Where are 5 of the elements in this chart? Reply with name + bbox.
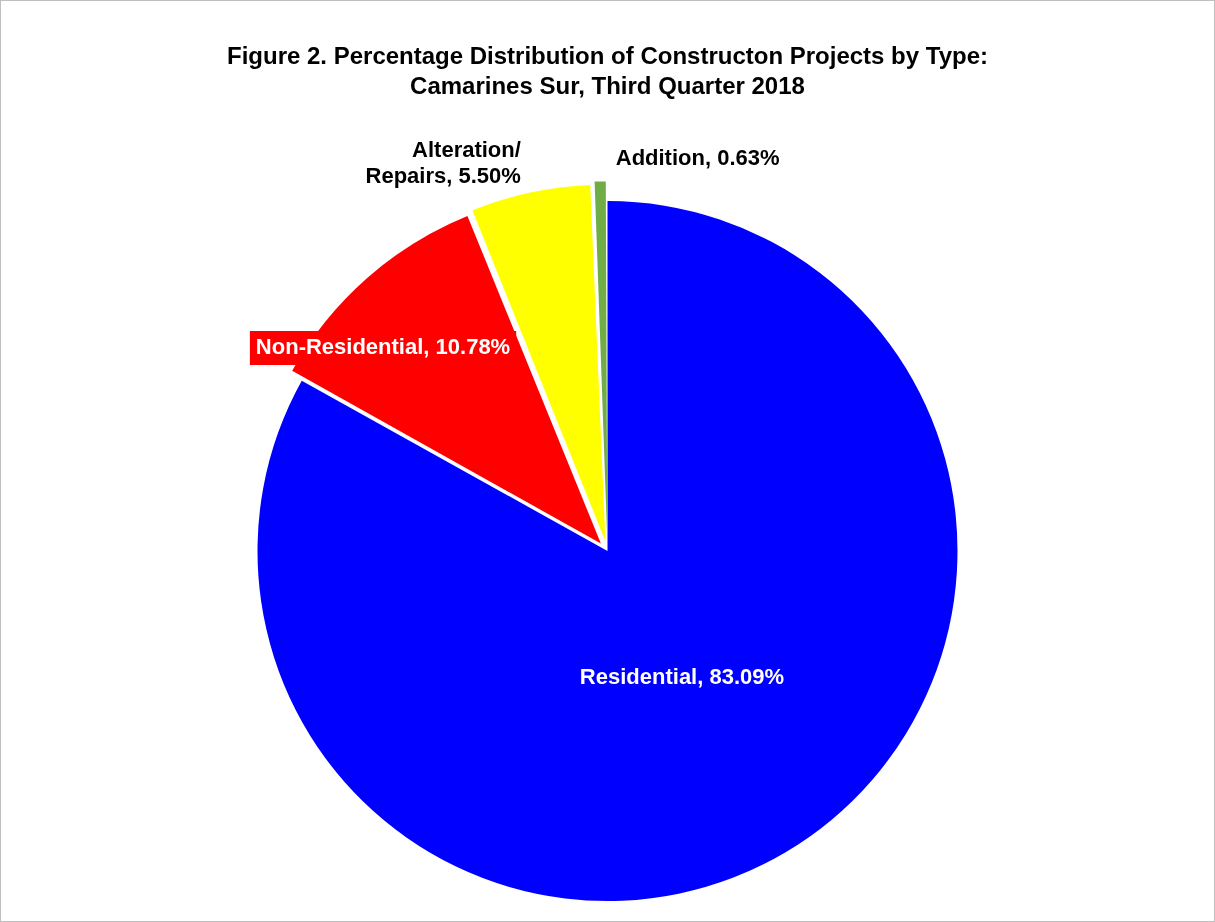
slice-label: Residential, 83.09% — [579, 663, 785, 689]
chart-title: Figure 2. Percentage Distribution of Constructon Projects by Type: Camarines Sur, Third Quarter 2018 — [226, 41, 989, 101]
slice-label: Alteration/ Repairs, 5.50% — [365, 136, 521, 188]
slice-label: Addition, 0.63% — [615, 145, 780, 171]
slice-label: Non-Residential, 10.78% — [255, 334, 511, 360]
